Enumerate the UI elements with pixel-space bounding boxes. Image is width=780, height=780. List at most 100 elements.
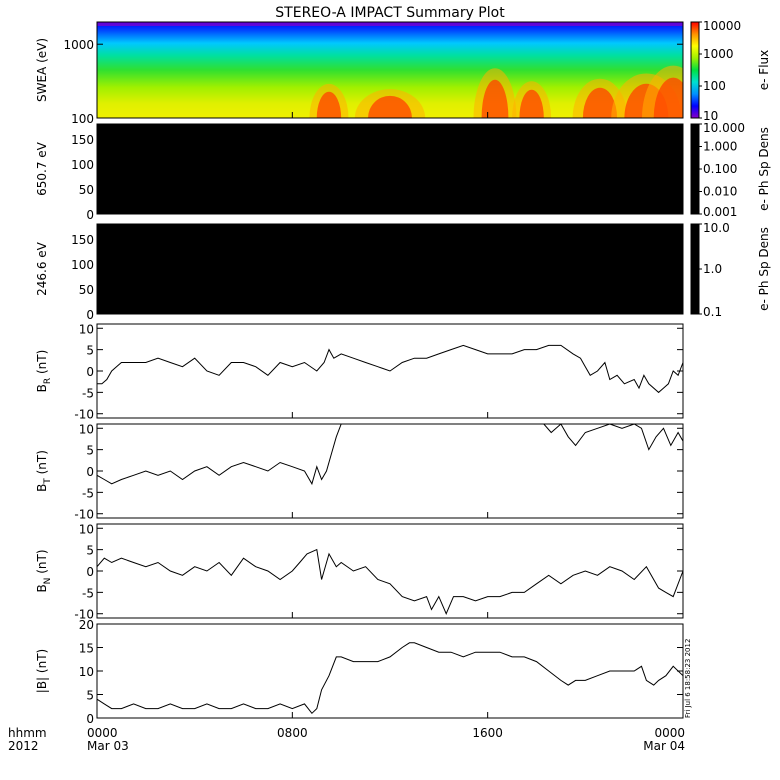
bmag-frame bbox=[96, 623, 684, 719]
bn-ytick-label: -5 bbox=[82, 586, 94, 600]
br-panel: -10 -5 0 5 10 BR (nT) bbox=[35, 322, 684, 422]
pad650-ylabel: 650.7 eV bbox=[35, 141, 49, 196]
bt-series-line bbox=[96, 423, 684, 486]
br-ytick-label: 0 bbox=[86, 365, 94, 379]
pad650-colorbar-tick-label: 1.000 bbox=[703, 140, 737, 154]
pad246-ytick-label: 50 bbox=[79, 283, 94, 297]
pad246-colorbar-tick-label: 0.1 bbox=[703, 305, 722, 319]
pad246-panel: 0.1 1.0 10.0 e- Ph Sp Dens 0 50 100 150 246.6 eV bbox=[35, 221, 771, 322]
bn-ylabel: BN (nT) bbox=[35, 549, 53, 592]
bn-ytick-label: -10 bbox=[74, 608, 94, 622]
pad650-colorbar bbox=[690, 123, 700, 215]
pad650-frame bbox=[96, 123, 684, 215]
x-tick-date-label: Mar 04 bbox=[643, 739, 685, 753]
br-ytick-label: 10 bbox=[79, 322, 94, 336]
pad650-ytick-label: 50 bbox=[79, 183, 94, 197]
br-ylabel-sub: R bbox=[43, 378, 53, 384]
pad650-colorbar-tick-label: 0.100 bbox=[703, 162, 737, 176]
swea-panel: 10 100 1000 10000 e- Flux 100 1000 SWEA (eV) bbox=[35, 19, 771, 126]
bmag-ytick-label: 0 bbox=[86, 712, 94, 726]
bt-ytick-label: -5 bbox=[82, 486, 94, 500]
bt-ytick-label: 0 bbox=[86, 465, 94, 479]
swea-hot-spot-core bbox=[582, 87, 618, 118]
pad650-colorbar-tick-label: 0.001 bbox=[703, 205, 737, 219]
pad650-colorbar-label: e- Ph Sp Dens bbox=[757, 127, 771, 211]
swea-hot-spot-core bbox=[316, 91, 342, 118]
bt-ylabel-tail: (nT) bbox=[35, 450, 49, 478]
pad246-ytick-label: 100 bbox=[71, 258, 94, 272]
pad246-colorbar-label: e- Ph Sp Dens bbox=[757, 227, 771, 311]
swea-ytick-label: 100 bbox=[71, 112, 94, 126]
br-ytick-label: -5 bbox=[82, 386, 94, 400]
bt-panel: -10 -5 0 5 10 BT (nT) bbox=[35, 422, 684, 522]
x-tick-date-label: Mar 03 bbox=[87, 739, 129, 753]
pad246-ytick-label: 150 bbox=[71, 233, 94, 247]
swea-hot-spot-core bbox=[368, 95, 412, 118]
pad246-colorbar bbox=[690, 223, 700, 315]
bmag-ytick-label: 5 bbox=[86, 689, 94, 703]
br-ytick-label: 5 bbox=[86, 344, 94, 358]
bn-ylabel-tail: (nT) bbox=[35, 549, 49, 577]
pad650-spectrogram bbox=[97, 124, 683, 214]
br-ylabel: BR (nT) bbox=[35, 350, 53, 393]
bt-frame bbox=[96, 423, 684, 519]
swea-top-band bbox=[97, 22, 683, 26]
bn-frame bbox=[96, 523, 684, 619]
bmag-ytick-label: 20 bbox=[79, 618, 94, 632]
bt-ytick-label: 10 bbox=[79, 422, 94, 436]
bn-series-line bbox=[96, 548, 684, 615]
generation-stamp: Fri Jul 6 18:58:23 2012 bbox=[684, 639, 692, 718]
pad246-spectrogram bbox=[97, 224, 683, 314]
bmag-ylabel: |B| (nT) bbox=[35, 649, 49, 693]
plot-title: STEREO-A IMPACT Summary Plot bbox=[275, 5, 505, 21]
swea-frame bbox=[96, 21, 684, 119]
bn-ytick-label: 0 bbox=[86, 565, 94, 579]
swea-ylabel: SWEA (eV) bbox=[35, 38, 49, 102]
swea-hot-spot-core bbox=[481, 79, 509, 118]
bn-ytick-label: 5 bbox=[86, 544, 94, 558]
swea-colorbar-tick-label: 1000 bbox=[703, 47, 734, 61]
bt-ytick-label: 5 bbox=[86, 444, 94, 458]
swea-colorbar-tick-label: 100 bbox=[703, 79, 726, 93]
bmag-ytick-label: 10 bbox=[79, 665, 94, 679]
pad246-ytick-label: 0 bbox=[86, 308, 94, 322]
swea-ytick-label: 1000 bbox=[63, 38, 94, 52]
bn-ytick-label: 10 bbox=[79, 522, 94, 536]
bt-ylabel-sub: T bbox=[43, 478, 53, 485]
swea-colorbar-label: e- Flux bbox=[757, 50, 771, 90]
swea-hot-spot-core bbox=[653, 77, 683, 118]
br-ytick-label: -10 bbox=[74, 408, 94, 422]
pad650-ytick-label: 150 bbox=[71, 133, 94, 147]
pad650-ytick-label: 0 bbox=[86, 208, 94, 222]
pad246-ylabel: 246.6 eV bbox=[35, 241, 49, 296]
bt-ylabel: BT (nT) bbox=[35, 450, 53, 492]
swea-hot-spots bbox=[309, 65, 683, 118]
x-tick-time-label: 0000 bbox=[654, 726, 685, 740]
x-row-label-year: 2012 bbox=[8, 739, 39, 753]
bn-ylabel-sub: N bbox=[43, 578, 53, 585]
pad650-colorbar-tick-label: 10.000 bbox=[703, 121, 745, 135]
pad650-panel: 0.001 0.010 0.100 1.000 10.000 e- Ph Sp Dens 0… bbox=[35, 121, 771, 222]
bmag-ytick-label: 15 bbox=[79, 642, 94, 656]
bn-panel: -10 -5 0 5 10 BN (nT) bbox=[35, 522, 684, 622]
x-tick-time-label: 0000 bbox=[87, 726, 118, 740]
bmag-series-line bbox=[96, 642, 684, 715]
br-ylabel-base: B bbox=[35, 384, 49, 392]
bmag-ylabel-base: |B| (nT) bbox=[35, 649, 49, 693]
swea-colorbar-tick-label: 10000 bbox=[703, 19, 741, 33]
swea-colorbar bbox=[690, 21, 700, 119]
bmag-panel: 0 5 10 15 20 |B| (nT) bbox=[35, 618, 684, 726]
pad246-colorbar-tick-label: 10.0 bbox=[703, 221, 730, 235]
x-row-label-time: hhmm bbox=[8, 726, 47, 740]
pad246-frame bbox=[96, 223, 684, 315]
br-series-line bbox=[97, 344, 684, 394]
x-tick-time-label: 1600 bbox=[472, 726, 503, 740]
pad246-colorbar-tick-label: 1.0 bbox=[703, 262, 722, 276]
br-ylabel-tail: (nT) bbox=[35, 350, 49, 378]
swea-colorbar-tick-label: 10 bbox=[703, 109, 718, 123]
bt-ytick-label: -10 bbox=[74, 508, 94, 522]
bn-ylabel-base: B bbox=[35, 584, 49, 592]
swea-hot-spot-core bbox=[519, 89, 544, 118]
